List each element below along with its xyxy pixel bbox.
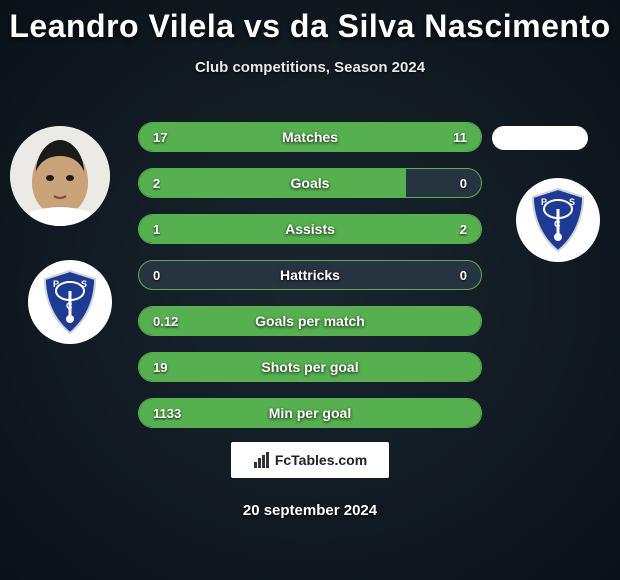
stat-row: 2Goals0: [138, 168, 482, 198]
stat-label: Shots per goal: [139, 359, 481, 375]
player-right-avatar: [492, 126, 588, 150]
player-left-avatar: [10, 126, 110, 226]
stat-label: Hattricks: [139, 267, 481, 283]
svg-text:C: C: [554, 219, 561, 229]
stat-row: 0Hattricks0: [138, 260, 482, 290]
stat-row: 0.12Goals per match: [138, 306, 482, 336]
stat-right-value: 11: [453, 130, 467, 145]
stat-right-value: 0: [460, 268, 467, 283]
stat-row: 1133Min per goal: [138, 398, 482, 428]
svg-text:P: P: [53, 279, 59, 289]
brand-badge[interactable]: FcTables.com: [231, 442, 389, 478]
club-right-badge: P S C: [516, 178, 600, 262]
page-title: Leandro Vilela vs da Silva Nascimento: [0, 0, 620, 45]
stat-label: Min per goal: [139, 405, 481, 421]
stat-label: Matches: [139, 129, 481, 145]
svg-text:S: S: [569, 197, 575, 207]
stat-right-value: 2: [460, 222, 467, 237]
club-left-badge: P S C: [28, 260, 112, 344]
svg-text:C: C: [66, 301, 73, 311]
page-subtitle: Club competitions, Season 2024: [0, 59, 620, 76]
stat-label: Goals: [139, 175, 481, 191]
stat-row: 19Shots per goal: [138, 352, 482, 382]
stat-row: 17Matches11: [138, 122, 482, 152]
stat-label: Assists: [139, 221, 481, 237]
stat-row: 1Assists2: [138, 214, 482, 244]
brand-logo-icon: [253, 451, 271, 469]
svg-text:S: S: [81, 279, 87, 289]
svg-text:P: P: [541, 197, 547, 207]
stat-label: Goals per match: [139, 313, 481, 329]
stats-container: 17Matches112Goals01Assists20Hattricks00.…: [138, 122, 482, 444]
footer-date: 20 september 2024: [0, 502, 620, 519]
stat-right-value: 0: [460, 176, 467, 191]
brand-label: FcTables.com: [275, 452, 367, 468]
